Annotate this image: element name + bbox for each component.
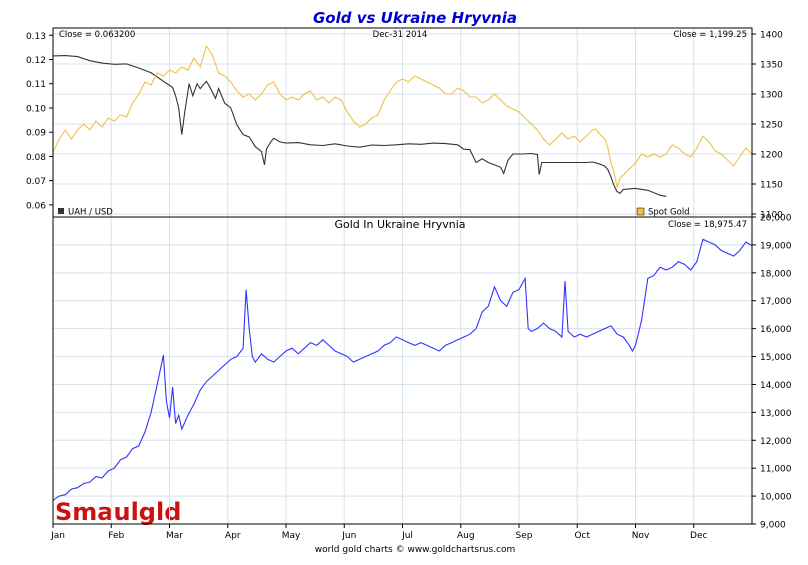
right-tick-label: 1350 bbox=[760, 61, 783, 71]
x-tick-label: Jun bbox=[341, 531, 356, 541]
x-axis: Jan Feb Mar Apr May Jun Jul Aug Sep Oct Nov Dec bbox=[50, 524, 708, 541]
x-tick-label: Dec bbox=[690, 531, 707, 541]
x-tick-label: Feb bbox=[108, 531, 124, 541]
x-tick-label: Apr bbox=[225, 531, 241, 541]
header-right: Close = 18,975.47 bbox=[668, 220, 747, 230]
right-tick-label: 1100 bbox=[760, 211, 783, 221]
right-tick-label: 18,000 bbox=[760, 269, 792, 279]
left-tick-label: 0.10 bbox=[26, 104, 46, 114]
right-tick-label: 13,000 bbox=[760, 409, 792, 419]
right-tick-label: 1200 bbox=[760, 151, 783, 161]
x-tick-label: May bbox=[282, 531, 301, 541]
left-tick-label: 0.07 bbox=[26, 177, 46, 187]
right-tick-label: 9,000 bbox=[760, 521, 786, 531]
legend-label-uah: UAH / USD bbox=[68, 208, 113, 218]
x-tick-label: Nov bbox=[632, 531, 650, 541]
chart-title: Gold vs Ukraine Hryvnia bbox=[313, 9, 517, 27]
left-tick-label: 0.06 bbox=[26, 201, 46, 211]
header-center: Gold In Ukraine Hryvnia bbox=[334, 218, 465, 231]
right-tick-label: 20,000 bbox=[760, 214, 792, 224]
header-center: Dec-31 2014 bbox=[373, 30, 428, 40]
chart-footer: world gold charts © www.goldchartsrus.co… bbox=[315, 545, 516, 555]
right-tick-label: 12,000 bbox=[760, 437, 792, 447]
right-tick-label: 1150 bbox=[760, 181, 783, 191]
panel-top: 1100 1150 1200 1250 1300 1350 1400 0.06 0.07 0.08… bbox=[26, 27, 783, 221]
legend-swatch-gold bbox=[636, 207, 645, 216]
right-tick-label: 15,000 bbox=[760, 353, 792, 363]
right-tick-label: 16,000 bbox=[760, 325, 792, 335]
header-right: Close = 1,199.25 bbox=[673, 30, 747, 40]
right-tick-label: 10,000 bbox=[760, 493, 792, 503]
panel-bottom: 9,000 10,000 11,000 12,000 13,000 14,000 15,00… bbox=[52, 214, 792, 531]
series-line-uah-usd bbox=[52, 55, 667, 197]
legend-swatch-uah bbox=[58, 208, 64, 214]
x-tick-label: Oct bbox=[574, 531, 590, 541]
legend-label-gold: Spot Gold bbox=[648, 208, 690, 218]
right-tick-label: 1250 bbox=[760, 121, 783, 131]
right-tick-label: 1300 bbox=[760, 91, 783, 101]
series-line-gold-in-ukraine-hryvnia bbox=[52, 238, 753, 501]
x-tick-label: Aug bbox=[457, 531, 475, 541]
logo-text: Smaulgld bbox=[55, 498, 181, 526]
left-tick-label: 0.09 bbox=[26, 129, 46, 139]
right-tick-label: 11,000 bbox=[760, 465, 792, 475]
left-tick-label: 0.11 bbox=[26, 80, 46, 90]
left-tick-label: 0.08 bbox=[26, 153, 46, 163]
left-tick-label: 0.13 bbox=[26, 32, 46, 42]
series-line-spot-gold bbox=[52, 44, 753, 190]
x-tick-label: Jan bbox=[50, 531, 65, 541]
smaulgld-logo: Smaulgld bbox=[55, 498, 181, 526]
left-tick-label: 0.12 bbox=[26, 56, 46, 66]
x-tick-label: Mar bbox=[166, 531, 183, 541]
right-tick-label: 14,000 bbox=[760, 381, 792, 391]
right-tick-label: 19,000 bbox=[760, 241, 792, 251]
x-tick-label: Sep bbox=[516, 531, 533, 541]
right-tick-label: 1400 bbox=[760, 31, 783, 41]
header-left: Close = 0.063200 bbox=[59, 30, 135, 40]
right-tick-label: 17,000 bbox=[760, 297, 792, 307]
x-tick-label: Jul bbox=[401, 531, 413, 541]
